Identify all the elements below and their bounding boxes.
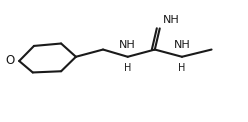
Text: O: O xyxy=(5,55,15,67)
Text: NH: NH xyxy=(163,15,180,25)
Text: NH: NH xyxy=(119,40,136,50)
Text: H: H xyxy=(124,63,131,73)
Text: NH: NH xyxy=(174,40,190,50)
Text: H: H xyxy=(178,63,186,73)
